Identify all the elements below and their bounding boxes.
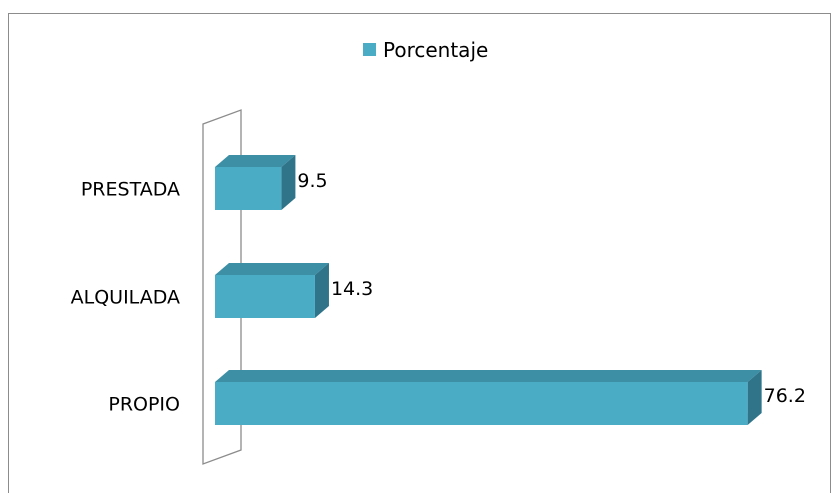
bar-side-propio xyxy=(747,370,762,425)
category-labels: PRESTADA ALQUILADA PROPIO xyxy=(71,179,180,416)
bar-alquilada xyxy=(215,263,329,318)
data-label-prestada: 9.5 xyxy=(297,170,327,192)
legend-swatch xyxy=(363,43,376,56)
legend-entry-porcentaje: Porcentaje xyxy=(383,38,488,62)
legend: Porcentaje xyxy=(363,38,488,62)
bar-top-prestada xyxy=(215,155,296,167)
data-label-propio: 76.2 xyxy=(764,385,806,407)
data-label-alquilada: 14.3 xyxy=(331,278,373,300)
data-labels: 9.5 14.3 76.2 xyxy=(297,170,806,407)
bar-top-propio xyxy=(215,370,762,382)
bar-prestada xyxy=(215,155,296,210)
category-label-propio: PROPIO xyxy=(108,394,180,416)
category-label-alquilada: ALQUILADA xyxy=(71,287,180,309)
bar-top-alquilada xyxy=(215,263,329,275)
bar-front-prestada xyxy=(215,167,282,210)
bar-side-alquilada xyxy=(314,263,329,318)
bar-propio xyxy=(215,370,762,425)
category-axis-wall xyxy=(202,109,242,465)
bar-front-propio xyxy=(215,382,748,425)
bar-side-prestada xyxy=(281,155,296,210)
axis-wall xyxy=(202,109,242,465)
bars xyxy=(215,155,762,425)
category-label-prestada: PRESTADA xyxy=(81,179,180,201)
bar-front-alquilada xyxy=(215,275,315,318)
